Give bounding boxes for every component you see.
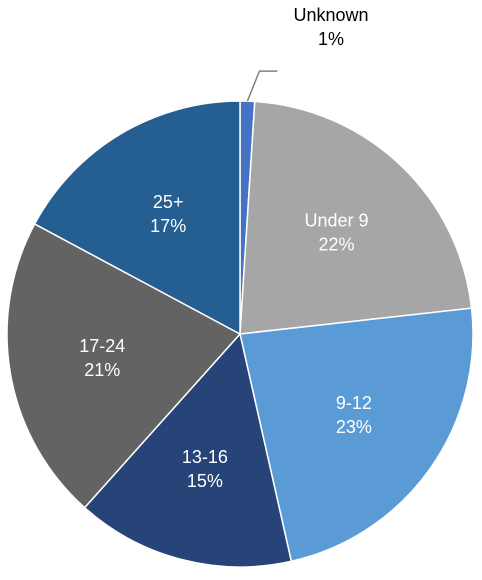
pie-slice-9-12 — [239, 307, 474, 563]
pie-slice-25 — [33, 100, 241, 336]
slice-label-9-12: 9-12 — [336, 393, 372, 413]
slice-label-25: 25+ — [153, 192, 184, 212]
slice-value-label-unknown: 1% — [318, 29, 344, 49]
slice-label-under-9: Under 9 — [304, 211, 368, 231]
pie-slice-17-24 — [6, 222, 242, 509]
slice-value-label-25: 17% — [150, 216, 186, 236]
slice-label-13-16: 13-16 — [182, 447, 228, 467]
leader-line-unknown — [246, 70, 278, 102]
pie-slice-13-16 — [83, 332, 293, 568]
slice-label-unknown: Unknown — [293, 5, 368, 25]
pie-labels: Unknown 1% Under 9 22% 9-12 23% 13-16 15% 17-24 2… — [79, 5, 372, 491]
pie-slices — [6, 70, 474, 568]
slice-value-label-17-24: 21% — [84, 360, 120, 380]
slice-value-label-9-12: 23% — [336, 417, 372, 437]
pie-slice-under-9 — [239, 100, 473, 335]
slice-label-17-24: 17-24 — [79, 336, 125, 356]
slice-value-label-13-16: 15% — [187, 471, 223, 491]
slice-value-label-under-9: 22% — [318, 235, 354, 255]
